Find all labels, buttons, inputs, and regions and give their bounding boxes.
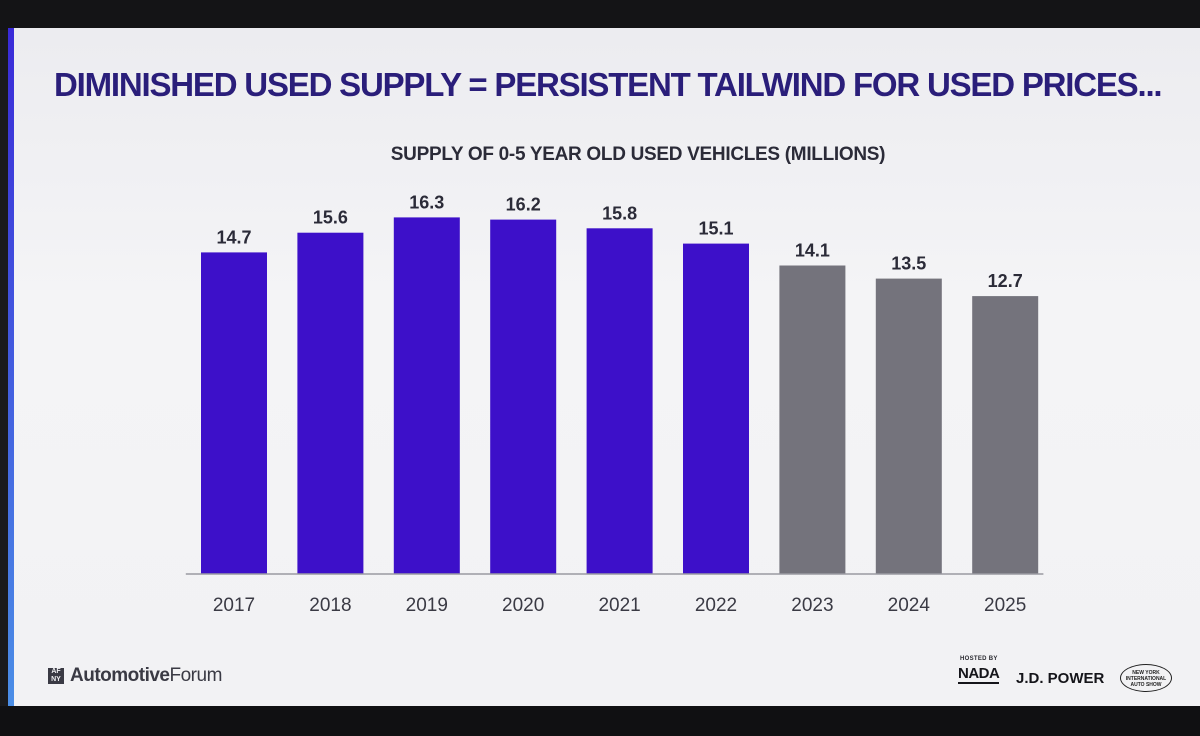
sponsor-logos: HOSTED BY NADA J.D. POWER NEW YORK INTER… [956,654,1186,694]
bar-2024 [875,278,942,574]
screen-top-border [0,0,1200,30]
x-tick-label-2019: 2019 [406,595,448,616]
forum-name-bold: Automotive [70,665,170,686]
data-label-2022: 15.1 [698,219,733,239]
x-tick-label-2025: 2025 [984,595,1026,616]
af-ny-mark-icon: AF NY [48,668,64,684]
slide-accent-edge [8,28,14,706]
auto-show-logo-icon: NEW YORK INTERNATIONAL AUTO SHOW [1120,664,1172,692]
screen-bottom-border [0,706,1200,736]
data-label-2018: 15.6 [313,208,348,228]
data-label-2023: 14.1 [795,241,830,261]
automotive-forum-text: AutomotiveForum [70,665,222,687]
nada-logo: NADA [958,665,1000,684]
bar-2021 [586,228,653,575]
data-label-2020: 16.2 [506,195,541,215]
automotive-forum-logo: AF NY AutomotiveForum [48,664,222,688]
slide-headline: DIMINISHED USED SUPPLY = PERSISTENT TAIL… [54,66,1163,103]
jd-power-logo: J.D. POWER [1016,670,1105,687]
x-tick-label-2017: 2017 [213,595,255,616]
bar-2023 [779,265,846,574]
bar-2017 [201,252,267,574]
chart-title: SUPPLY OF 0-5 YEAR OLD USED VEHICLES (MI… [390,144,886,165]
data-label-2025: 12.7 [988,271,1023,291]
bar-2025 [972,296,1039,574]
bar-2019 [393,217,460,574]
forum-name-regular: Forum [169,665,223,686]
hosted-by-label: HOSTED BY [960,656,998,662]
data-label-2024: 13.5 [891,254,926,274]
presentation-slide: DIMINISHED USED SUPPLY = PERSISTENT TAIL… [8,28,1200,706]
data-label-2017: 14.7 [216,227,251,247]
x-tick-label-2018: 2018 [309,595,351,616]
bar-2020 [490,219,557,574]
data-label-2021: 15.8 [602,203,637,223]
x-tick-label-2023: 2023 [791,595,833,616]
x-tick-label-2020: 2020 [502,595,544,616]
bar-2018 [297,232,364,574]
bar-2022 [683,243,749,574]
x-tick-label-2022: 2022 [695,595,737,616]
x-tick-label-2024: 2024 [888,595,931,616]
data-label-2019: 16.3 [409,192,444,212]
auto-show-text: NEW YORK INTERNATIONAL AUTO SHOW [1125,670,1167,688]
bar-chart: 14.7 2017 15.6 2018 16.3 2019 16.2 2020 15.8 2021… [185,192,1044,616]
x-tick-label-2021: 2021 [598,595,640,616]
